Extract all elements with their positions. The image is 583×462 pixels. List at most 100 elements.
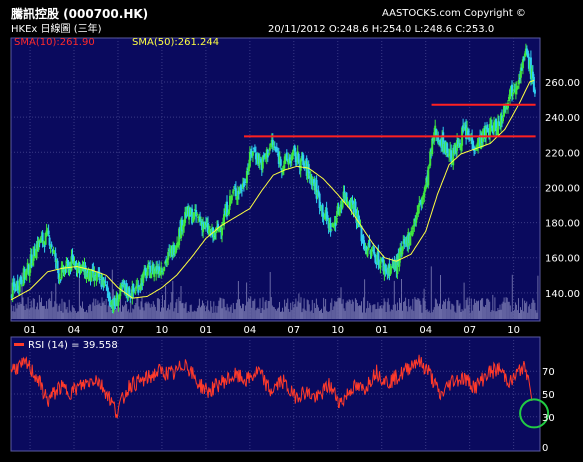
candle-body (162, 272, 165, 274)
time-tick-label: 10 (156, 325, 169, 336)
candle-body (43, 244, 46, 247)
candle-body (48, 237, 51, 246)
candle-body (56, 260, 59, 269)
price-tick-label: 220.00 (545, 148, 580, 159)
candle-body (309, 174, 312, 180)
candle-body (37, 239, 40, 250)
chart-title: 騰訊控股 (000700.HK) (11, 7, 149, 21)
candle-body (138, 287, 141, 290)
candle-body (275, 148, 278, 151)
candle-body (173, 244, 176, 256)
time-tick-label: 04 (68, 325, 81, 336)
price-tick-label: 260.00 (545, 78, 580, 89)
candle-body (366, 250, 369, 257)
candle-body (299, 159, 302, 171)
sma50-line (10, 79, 535, 301)
candle-body (390, 267, 393, 269)
candle-body (517, 79, 520, 85)
candle-body (119, 285, 122, 297)
candle-body (357, 214, 360, 225)
candle-body (495, 118, 497, 131)
candle-body (146, 271, 149, 276)
candle-body (144, 267, 147, 271)
candle-body (502, 117, 504, 122)
copyright-text: AASTOCKS.com Copyright © (382, 8, 526, 19)
candle-body (181, 219, 184, 232)
candle-body (136, 283, 139, 285)
candle-body (147, 264, 150, 269)
chart-kind-label: 日線圖 (三年) (40, 24, 102, 35)
candle-body (197, 216, 200, 218)
ohlc-date: 20/11/2012 (268, 24, 326, 35)
candle-body (505, 106, 507, 108)
candle-body (509, 89, 511, 99)
candle-body (362, 236, 365, 244)
candle-body (518, 77, 521, 80)
candle-body (329, 223, 332, 233)
candle-body (226, 201, 228, 217)
candle-body (532, 77, 535, 92)
time-tick-label: 07 (112, 325, 125, 336)
time-tick-label: 04 (419, 325, 432, 336)
candle-body (288, 157, 291, 160)
candle-body (31, 263, 34, 265)
candle-body (57, 269, 60, 279)
candle-body (442, 132, 445, 152)
price-tick-label: 140.00 (545, 289, 580, 300)
candle-body (463, 128, 466, 130)
candle-body (35, 244, 38, 259)
candle-body (245, 171, 248, 184)
candle-body (493, 122, 495, 132)
candle-body (44, 233, 47, 245)
sma10-legend: SMA(10):261.90 (14, 37, 95, 48)
candle-body (254, 153, 257, 160)
ohlc-close: C:253.0 (455, 24, 495, 35)
candle-body (207, 223, 209, 233)
candle-body (96, 273, 99, 277)
candle-body (335, 217, 338, 223)
candle-body (437, 137, 440, 144)
candle-body (228, 209, 230, 214)
candle-body (457, 138, 460, 147)
candle-body (160, 267, 163, 274)
time-tick-label: 01 (375, 325, 388, 336)
candle-body (429, 151, 432, 166)
candle-body (196, 213, 199, 215)
candle-body (252, 148, 255, 150)
candle-body (360, 225, 363, 242)
rsi-tick-label: 0 (542, 443, 548, 454)
candle-body (334, 222, 337, 227)
candle-body (99, 276, 102, 279)
candle-body (354, 201, 357, 213)
candle-body (98, 271, 101, 280)
time-tick-label: 07 (463, 325, 476, 336)
candle-body (368, 241, 371, 248)
candle-body (520, 67, 523, 71)
candle-body (209, 230, 211, 231)
candle-body (412, 227, 415, 229)
candle-body (185, 213, 188, 218)
candle-body (191, 208, 194, 224)
candle-body (112, 299, 115, 312)
candle-body (58, 277, 61, 279)
candle-body (341, 200, 344, 208)
candle-body (365, 246, 368, 254)
candle-body (371, 248, 374, 250)
candle-body (47, 230, 50, 235)
candle-body (431, 138, 434, 154)
candle-body (503, 105, 505, 117)
candle-body (234, 188, 237, 197)
candle-body (511, 93, 514, 95)
ohlc-high: H:254.0 (371, 24, 412, 35)
candle-body (261, 156, 264, 169)
candle-body (529, 57, 532, 79)
candle-body (303, 166, 306, 168)
candle-body (193, 212, 196, 220)
candle-body (237, 190, 240, 195)
candle-body (325, 207, 328, 219)
candle-body (268, 147, 271, 151)
candle-body (219, 227, 221, 229)
candle-body (243, 183, 246, 185)
candle-body (236, 190, 239, 200)
candle-body (491, 125, 493, 129)
